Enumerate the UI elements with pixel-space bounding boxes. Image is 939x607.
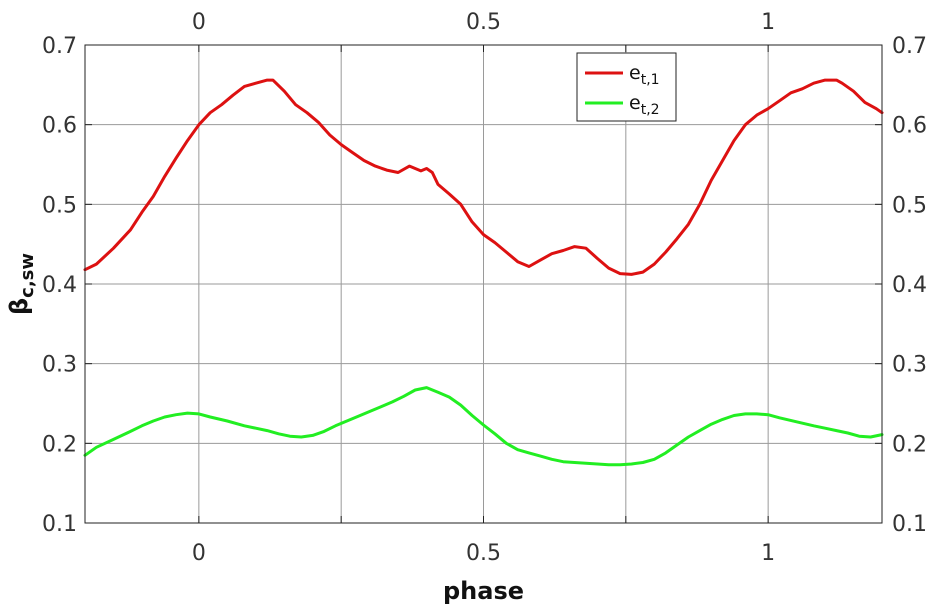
y-tick-label-left: 0.4 <box>42 273 77 298</box>
y-tick-label-right: 0.6 <box>892 114 927 139</box>
y-tick-label-left: 0.2 <box>42 432 77 457</box>
series-lines <box>83 78 884 467</box>
y-tick-label-left: 0.1 <box>42 512 77 537</box>
x-tick-label-bottom: 1 <box>761 541 775 566</box>
y-tick-label-left: 0.3 <box>42 353 77 378</box>
y-tick-label-right: 0.3 <box>892 353 927 378</box>
x-tick-label-top: 0 <box>192 10 206 35</box>
x-axis-title: phase <box>443 577 524 605</box>
y-axis-title-subscript: c,sw <box>17 253 38 298</box>
series-line-2 <box>83 386 884 467</box>
y-tick-label-left: 0.6 <box>42 114 77 139</box>
y-tick-label-right: 0.4 <box>892 273 927 298</box>
legend-label-e-t1: et,1 <box>629 62 660 88</box>
x-tick-label-top: 1 <box>761 10 775 35</box>
y-tick-label-left: 0.5 <box>42 193 77 218</box>
y-tick-label-right: 0.5 <box>892 193 927 218</box>
series-line-1 <box>83 78 884 276</box>
legend-label-e-t2: et,2 <box>629 92 660 118</box>
legend: et,1 et,2 <box>576 52 677 122</box>
y-tick-label-left: 0.7 <box>42 34 77 59</box>
x-tick-label-bottom: 0.5 <box>466 541 501 566</box>
y-axis-title-main: β <box>5 298 33 315</box>
y-tick-label-right: 0.7 <box>892 34 927 59</box>
x-tick-label-top: 0.5 <box>466 10 501 35</box>
y-tick-label-right: 0.2 <box>892 432 927 457</box>
axis-ticks: 0.1 0.1 0.2 0.2 0.3 0.3 0.4 0.4 0.5 0.5 0.6 0.6 0.7 0… <box>42 10 927 566</box>
y-axis-title: βc,sw <box>5 253 38 315</box>
x-tick-label-bottom: 0 <box>192 541 206 566</box>
legend-box <box>576 52 677 122</box>
y-tick-label-right: 0.1 <box>892 512 927 537</box>
